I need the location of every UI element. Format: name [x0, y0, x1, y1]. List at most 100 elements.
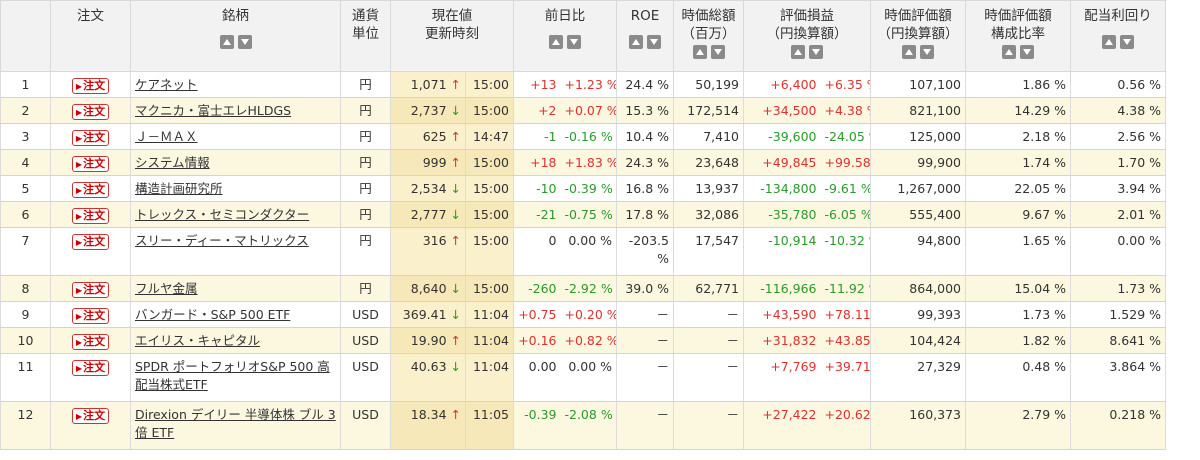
order-button[interactable]: ▶注文	[71, 408, 110, 424]
security-name-link[interactable]: Direxion デイリー 半導体株 ブル 3倍 ETF	[135, 407, 336, 440]
play-icon: ▶	[75, 134, 83, 143]
sort-desc-name-button[interactable]	[237, 35, 252, 49]
market-value: 94,800	[870, 227, 966, 276]
table-row: 3 ▶注文 Ｊ－ＭＡＸ 円 625 ↑ 14:47 -1 -0.16 % 10.…	[0, 123, 1200, 150]
play-icon: ▶	[75, 364, 83, 373]
security-name-link[interactable]: マクニカ・富士エレHLDGS	[135, 103, 292, 118]
sort-desc-value-button[interactable]	[920, 45, 934, 59]
pl-amount: +34,500	[743, 97, 821, 124]
composition-ratio: 1.65 %	[965, 227, 1071, 276]
sort-asc-pl-button[interactable]	[791, 45, 805, 59]
table-row: 12 ▶注文 Direxion デイリー 半導体株 ブル 3倍 ETF USD …	[0, 401, 1200, 450]
order-button[interactable]: ▶注文	[71, 308, 110, 324]
pl-amount: -134,800	[743, 175, 821, 202]
pl-amount: +43,590	[743, 301, 821, 328]
header-pl-label: 評価損益 （円換算額）	[766, 8, 848, 42]
pl-amount: +27,422	[743, 401, 821, 450]
arrow-down-icon: ↓	[446, 281, 461, 296]
security-name-link[interactable]: バンガード・S&P 500 ETF	[135, 307, 291, 322]
sort-asc-marketcap-button[interactable]	[692, 45, 707, 59]
table-row: 7 ▶注文 スリー・ディー・マトリックス 円 316 ↑ 15:00 0 0.0…	[0, 227, 1200, 276]
security-name-cell: Direxion デイリー 半導体株 ブル 3倍 ETF	[130, 401, 341, 450]
dividend-yield: 1.529 %	[1070, 301, 1166, 328]
security-name-link[interactable]: スリー・ディー・マトリックス	[135, 233, 309, 248]
security-name-link[interactable]: 構造計画研究所	[135, 181, 223, 196]
market-value: 107,100	[870, 71, 966, 98]
composition-ratio: 22.05 %	[965, 175, 1071, 202]
table-row: 11 ▶注文 SPDR ポートフォリオS&P 500 高配当株式ETF USD …	[0, 353, 1200, 402]
order-button[interactable]: ▶注文	[71, 360, 110, 376]
dividend-yield: 0.218 %	[1070, 401, 1166, 450]
table-row: 5 ▶注文 構造計画研究所 円 2,534 ↓ 15:00 -10 -0.39 …	[0, 175, 1200, 202]
pl-percent: +4.38 %	[820, 97, 871, 124]
pl-amount: +7,769	[743, 353, 821, 402]
current-price: 19.90	[410, 333, 447, 348]
sort-desc-pl-button[interactable]	[809, 45, 823, 59]
change-amount: 0.00	[513, 353, 561, 402]
header-value-label: 時価評価額 （円換算額）	[877, 8, 959, 42]
sort-asc-value-button[interactable]	[902, 45, 916, 59]
sort-asc-name-button[interactable]	[219, 35, 234, 49]
security-name-link[interactable]: SPDR ポートフォリオS&P 500 高配当株式ETF	[135, 359, 330, 392]
current-price: 40.63	[410, 359, 447, 374]
market-cap-value: 32,086	[673, 201, 744, 228]
order-cell: ▶注文	[50, 327, 131, 354]
arrow-up-icon: ↑	[446, 233, 461, 248]
market-value: 555,400	[870, 201, 966, 228]
play-icon: ▶	[75, 160, 83, 169]
price-cell: 19.90 ↑	[390, 327, 466, 354]
header-marketcap-label: 時価総額 （百万）	[681, 8, 736, 42]
current-price: 316	[422, 233, 447, 248]
change-percent: -0.39 %	[560, 175, 617, 202]
sort-desc-change-button[interactable]	[567, 35, 581, 49]
sort-desc-yield-button[interactable]	[1120, 35, 1134, 49]
sort-asc-change-button[interactable]	[549, 35, 563, 49]
composition-ratio: 14.29 %	[965, 97, 1071, 124]
security-name-link[interactable]: トレックス・セミコンダクター	[135, 207, 310, 222]
market-value: 99,393	[870, 301, 966, 328]
order-button[interactable]: ▶注文	[71, 156, 110, 172]
sort-asc-ratio-button[interactable]	[1002, 45, 1016, 59]
sort-desc-ratio-button[interactable]	[1020, 45, 1034, 59]
order-button[interactable]: ▶注文	[71, 130, 110, 146]
order-cell: ▶注文	[50, 97, 131, 124]
dividend-yield: 8.641 %	[1070, 327, 1166, 354]
security-name-link[interactable]: エイリス・キャピタル	[135, 333, 261, 348]
currency-cell: USD	[340, 353, 391, 402]
play-icon: ▶	[75, 82, 83, 91]
update-time: 11:04	[465, 301, 514, 328]
security-name-link[interactable]: Ｊ－ＭＡＸ	[135, 129, 198, 144]
pl-percent: -9.61 %	[820, 175, 871, 202]
market-value: 104,424	[870, 327, 966, 354]
order-button[interactable]: ▶注文	[71, 234, 110, 250]
pl-amount: -35,780	[743, 201, 821, 228]
update-time: 15:00	[465, 149, 514, 176]
sort-desc-roe-button[interactable]	[647, 35, 661, 49]
security-name-link[interactable]: フルヤ金属	[135, 281, 198, 296]
pl-amount: +6,400	[743, 71, 821, 98]
sort-asc-roe-button[interactable]	[629, 35, 643, 49]
dividend-yield: 2.56 %	[1070, 123, 1166, 150]
sort-desc-marketcap-button[interactable]	[710, 45, 725, 59]
security-name-link[interactable]: システム情報	[135, 155, 210, 170]
header-ratio-label: 時価評価額 構成比率	[984, 8, 1052, 42]
composition-ratio: 2.79 %	[965, 401, 1071, 450]
play-icon: ▶	[75, 312, 83, 321]
order-button[interactable]: ▶注文	[71, 104, 110, 120]
pl-amount: +31,832	[743, 327, 821, 354]
update-time: 15:00	[465, 71, 514, 98]
header-roe-label: ROE	[630, 8, 660, 24]
order-button[interactable]: ▶注文	[71, 78, 110, 94]
composition-ratio: 0.48 %	[965, 353, 1071, 402]
header-value: 時価評価額 （円換算額）	[870, 0, 966, 72]
sort-asc-yield-button[interactable]	[1102, 35, 1116, 49]
update-time: 11:04	[465, 353, 514, 402]
header-order: 注文	[50, 0, 131, 72]
security-name-link[interactable]: ケアネット	[135, 77, 198, 92]
order-button[interactable]: ▶注文	[71, 334, 110, 350]
order-button[interactable]: ▶注文	[71, 182, 110, 198]
order-button[interactable]: ▶注文	[71, 208, 110, 224]
order-button[interactable]: ▶注文	[71, 282, 110, 298]
arrow-down-icon: ↓	[446, 207, 461, 222]
pl-amount: -39,600	[743, 123, 821, 150]
